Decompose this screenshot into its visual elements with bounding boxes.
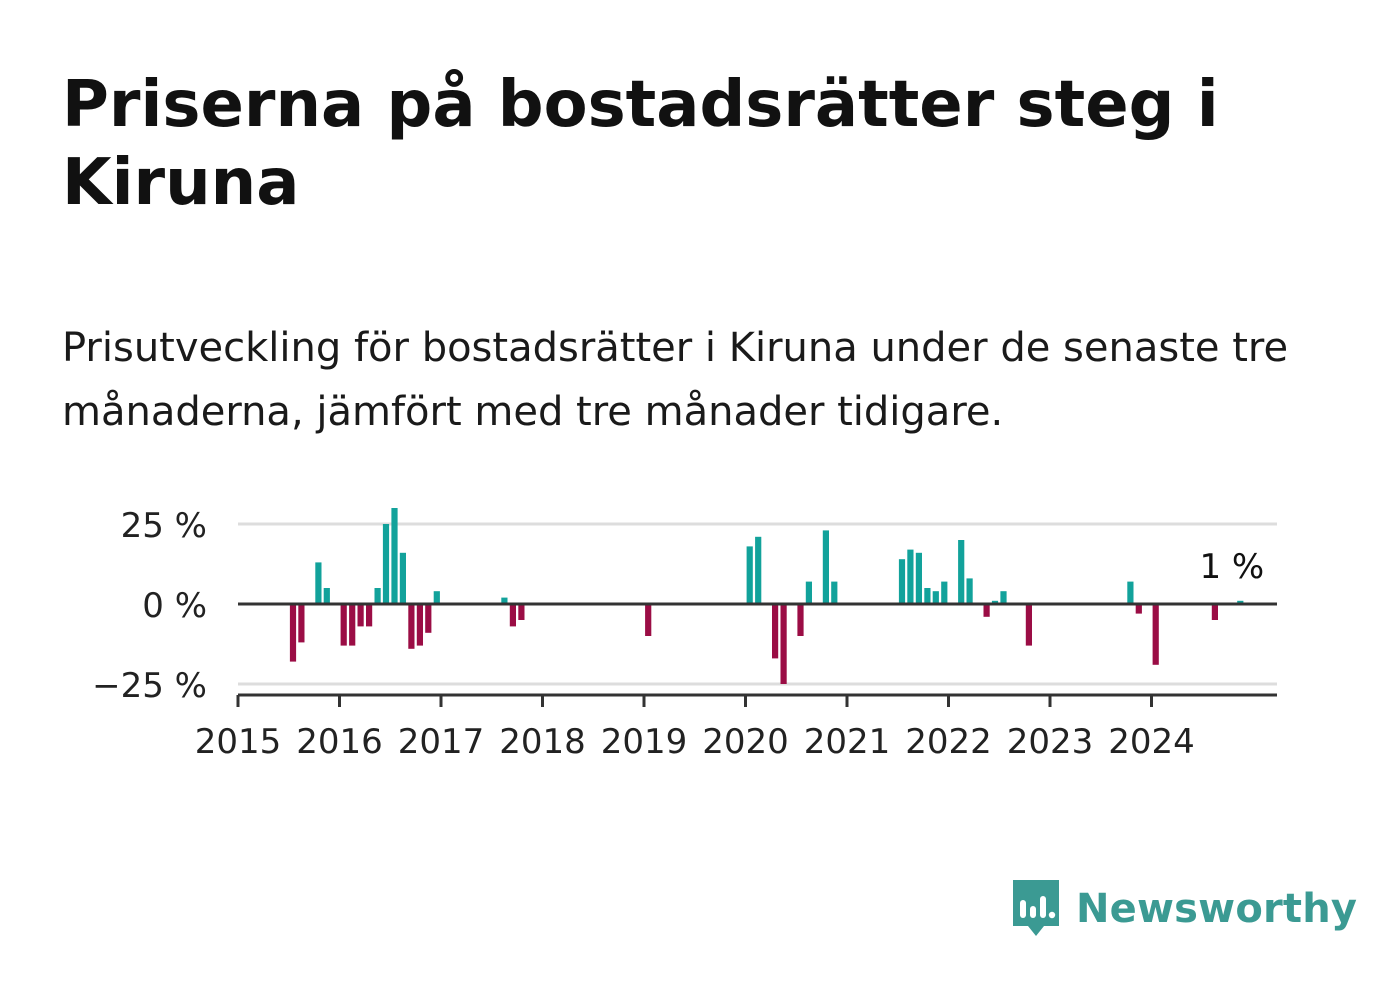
- bar: [983, 604, 990, 617]
- bar: [941, 581, 948, 604]
- bar: [518, 604, 525, 620]
- bar: [391, 508, 398, 604]
- y-tick-label: −25 %: [92, 666, 207, 706]
- bar: [1025, 604, 1032, 646]
- chart-title: Priserna på bostadsrätter steg i Kiruna: [62, 68, 1219, 220]
- bar: [958, 540, 965, 604]
- bar: [991, 600, 999, 604]
- axis-layer: [236, 602, 1277, 707]
- bar: [501, 597, 508, 604]
- bar: [924, 588, 931, 604]
- bar: [772, 604, 779, 659]
- bar: [1237, 600, 1244, 604]
- y-tick-label: 0 %: [142, 586, 207, 626]
- latest-value-label: 1 %: [1199, 547, 1264, 587]
- bar: [323, 588, 330, 604]
- bar: [746, 546, 753, 604]
- x-tick-label: 2023: [1007, 722, 1094, 762]
- x-tick-label: 2022: [905, 722, 992, 762]
- bar: [932, 591, 939, 604]
- bar: [433, 591, 440, 604]
- bar: [1135, 604, 1142, 614]
- bar: [366, 604, 373, 627]
- bar: [805, 581, 812, 604]
- bar: [966, 578, 973, 604]
- brand-name: Newsworthy: [1076, 886, 1358, 932]
- bar: [1152, 604, 1159, 665]
- bar: [915, 552, 922, 604]
- grid-layer: [238, 522, 1277, 686]
- x-tick-label: 2017: [398, 722, 485, 762]
- newsworthy-logo[interactable]: Newsworthy: [1010, 878, 1357, 940]
- chart-subtitle: Prisutveckling för bostadsrätter i Kirun…: [62, 325, 1289, 435]
- bar-layer: [289, 508, 1244, 684]
- bar: [289, 604, 297, 662]
- bar: [416, 604, 423, 646]
- bar: [349, 604, 356, 646]
- bar: [374, 588, 381, 604]
- x-tick-label: 2016: [296, 722, 383, 762]
- y-tick-label: 25 %: [121, 506, 207, 546]
- x-tick-label: 2019: [601, 722, 688, 762]
- bar: [907, 549, 914, 604]
- x-tick-label: 2015: [195, 722, 282, 762]
- bar: [382, 524, 390, 604]
- bar-chart: −25 % 0 % 25 % 2015 2016 2017 2018 2019 2020 2021…: [92, 506, 1277, 762]
- bar: [831, 581, 838, 604]
- bar: [780, 604, 787, 684]
- bar: [408, 604, 415, 649]
- bar: [298, 604, 305, 643]
- bar: [315, 562, 322, 604]
- bar: [755, 536, 762, 604]
- bar: [822, 530, 829, 604]
- bar: [1000, 591, 1007, 604]
- bar: [509, 604, 516, 627]
- x-tick-label: 2020: [702, 722, 789, 762]
- bar: [1211, 604, 1218, 620]
- bar: [898, 559, 906, 604]
- bar: [1127, 581, 1134, 604]
- x-tick-label: 2024: [1108, 722, 1195, 762]
- newsworthy-logo-icon: [1013, 880, 1059, 936]
- bar: [357, 604, 364, 627]
- label-layer: −25 % 0 % 25 % 2015 2016 2017 2018 2019 2020 2021…: [92, 506, 1264, 762]
- bar: [340, 604, 347, 646]
- x-tick-label: 2018: [499, 722, 586, 762]
- bar: [645, 604, 652, 636]
- bar: [399, 552, 406, 604]
- bar: [425, 604, 432, 633]
- x-tick-label: 2021: [804, 722, 891, 762]
- bar: [797, 604, 804, 636]
